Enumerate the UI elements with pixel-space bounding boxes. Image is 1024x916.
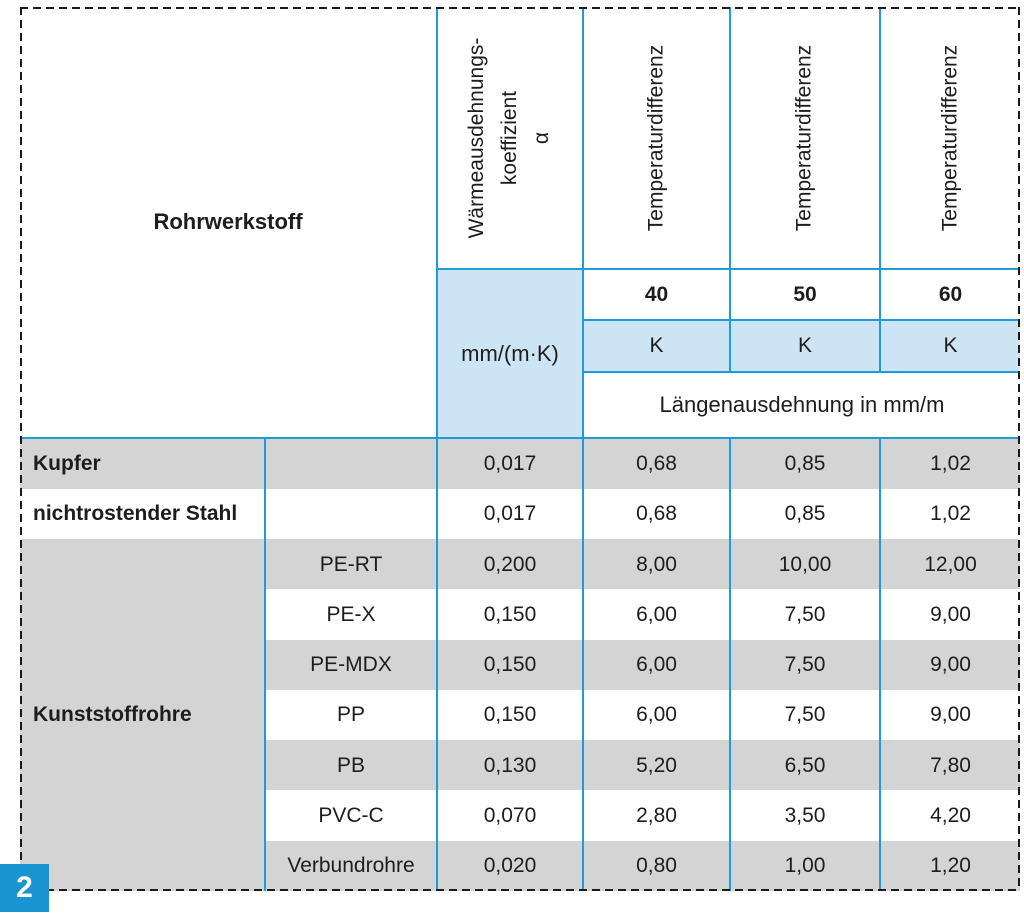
coeff-value-cell: 0,020 <box>436 840 584 891</box>
material-cell: PB <box>265 740 437 791</box>
table-row-verbundrohre: Verbundrohre 0,020 0,80 1,00 1,20 <box>20 840 1020 891</box>
kelvin-unit-row: K K K <box>20 319 1020 374</box>
value-60-cell: 1,02 <box>930 502 971 526</box>
coeff-value-cell: 0,150 <box>436 639 584 690</box>
value-40-cell: 5,20 <box>583 740 730 791</box>
coeff-unit-cell: mm/(m·K) <box>436 269 584 440</box>
value-40-cell: 0,68 <box>583 437 730 489</box>
value-60-cell: 1,20 <box>880 840 1020 891</box>
expansion-table-frame: Rohrwerkstoff Wärmeausdehnungs- koeffizi… <box>20 7 1020 891</box>
corner-header-label: Rohrwerkstoff <box>153 209 303 235</box>
span-header-cell: Längenausdehnung in mm/m <box>583 372 1020 440</box>
value-50-cell: 6,50 <box>729 740 881 791</box>
kelvin-cell-40: K <box>583 319 730 374</box>
coeff-value-cell: 0,150 <box>436 589 584 640</box>
material-cell: PE-X <box>326 602 376 626</box>
value-40-cell: 2,80 <box>636 803 677 827</box>
value-60-cell: 9,00 <box>930 602 971 626</box>
value-50-cell: 10,00 <box>729 538 881 590</box>
material-cell: PE-MDX <box>265 639 437 690</box>
material-cell <box>265 437 437 489</box>
temp-header-cell-50: Temperaturdifferenz <box>729 7 881 271</box>
table-row-pe-mdx: PE-MDX 0,150 6,00 7,50 9,00 <box>20 639 1020 690</box>
value-40-cell: 0,68 <box>636 502 677 526</box>
table-row-stahl: nichtrostender Stahl 0,017 0,68 0,85 1,0… <box>20 488 1020 539</box>
coeff-unit-label: mm/(m·K) <box>461 340 559 366</box>
value-40-cell: 0,80 <box>583 840 730 891</box>
coeff-header-rotbox: Wärmeausdehnungs- koeffizient α <box>439 10 581 265</box>
coeff-header-line2: koeffizient <box>497 90 521 185</box>
temp-value-row: mm/(m·K) 40 50 60 <box>20 269 1020 440</box>
material-cell: PE-RT <box>265 538 437 590</box>
temp-header-rotated-text-2: Temperaturdifferenz <box>792 44 816 231</box>
span-header-row: Längenausdehnung in mm/m <box>20 372 1020 440</box>
value-40-cell: 6,00 <box>636 703 677 727</box>
value-50-cell: 7,50 <box>729 639 881 690</box>
coeff-header-rotated-text: Wärmeausdehnungs- koeffizient α <box>461 37 559 238</box>
table-row-pvc-c: PVC-C 0,070 2,80 3,50 4,20 <box>20 790 1020 841</box>
value-60-cell: 9,00 <box>930 703 971 727</box>
coeff-value-cell: 0,017 <box>436 488 584 539</box>
group-cell-kunststoffrohre: Kunststoffrohre <box>20 538 266 891</box>
temp-header-cell-40: Temperaturdifferenz <box>583 7 730 271</box>
material-cell: PP <box>336 703 365 727</box>
value-50-cell: 3,50 <box>729 790 881 841</box>
temp-header-rotbox: Temperaturdifferenz <box>881 10 1020 265</box>
value-60-cell: 1,02 <box>880 437 1020 489</box>
value-40-cell: 6,00 <box>636 602 677 626</box>
value-60-cell: 9,00 <box>880 639 1020 690</box>
coeff-value-cell: 0,017 <box>436 437 584 489</box>
figure-number-badge: 2 <box>0 864 49 912</box>
temp-value-cell-60: 60 <box>880 269 1020 321</box>
value-40-cell: 6,00 <box>583 639 730 690</box>
value-50-cell: 1,00 <box>729 840 881 891</box>
corner-header-cell: Rohrwerkstoff <box>20 7 438 440</box>
value-60-cell: 4,20 <box>930 803 971 827</box>
coeff-header-cell: Wärmeausdehnungs- koeffizient α <box>436 7 584 271</box>
table-row-pe-rt: Kunststoffrohre PE-RT 0,200 8,00 10,00 1… <box>20 538 1020 891</box>
value-60-cell: 12,00 <box>880 538 1020 590</box>
value-40-cell: 8,00 <box>583 538 730 590</box>
temp-header-rotbox: Temperaturdifferenz <box>732 10 878 265</box>
temp-header-cell-60: Temperaturdifferenz <box>880 7 1020 271</box>
coeff-value-cell: 0,200 <box>436 538 584 590</box>
kelvin-cell-50: K <box>729 319 881 374</box>
temp-header-rotated-text-1: Temperaturdifferenz <box>644 44 668 231</box>
header-row-rotated: Rohrwerkstoff Wärmeausdehnungs- koeffizi… <box>20 7 1020 440</box>
table-row-pp: PP 0,150 6,00 7,50 9,00 <box>20 689 1020 741</box>
temp-value-cell-50: 50 <box>729 269 881 321</box>
group-cell: Kupfer <box>20 437 266 489</box>
expansion-table: Rohrwerkstoff Wärmeausdehnungs- koeffizi… <box>20 7 1020 891</box>
temp-header-rotbox: Temperaturdifferenz <box>584 10 729 265</box>
temp-value-cell-40: 40 <box>583 269 730 321</box>
table-row-kupfer: Kupfer 0,017 0,68 0,85 1,02 <box>20 437 1020 489</box>
value-50-cell: 7,50 <box>729 689 881 741</box>
value-50-cell: 7,50 <box>729 589 881 640</box>
material-cell: Verbundrohre <box>265 840 437 891</box>
coeff-header-alpha: α <box>530 131 554 144</box>
coeff-value-cell: 0,130 <box>436 740 584 791</box>
material-cell <box>265 489 437 539</box>
value-50-cell: 0,85 <box>729 488 881 539</box>
table-row-pe-x: PE-X 0,150 6,00 7,50 9,00 <box>20 589 1020 640</box>
kelvin-cell-60: K <box>880 319 1020 374</box>
value-60-cell: 7,80 <box>880 740 1020 791</box>
coeff-value-cell: 0,150 <box>436 689 584 741</box>
temp-header-rotated-text-3: Temperaturdifferenz <box>938 44 962 231</box>
coeff-value-cell: 0,070 <box>436 790 584 841</box>
value-50-cell: 0,85 <box>729 437 881 489</box>
table-row-pb: PB 0,130 5,20 6,50 7,80 <box>20 740 1020 791</box>
coeff-header-line1: Wärmeausdehnungs- <box>465 37 489 239</box>
group-cell: nichtrostender Stahl <box>20 488 266 539</box>
material-cell: PVC-C <box>318 803 384 827</box>
